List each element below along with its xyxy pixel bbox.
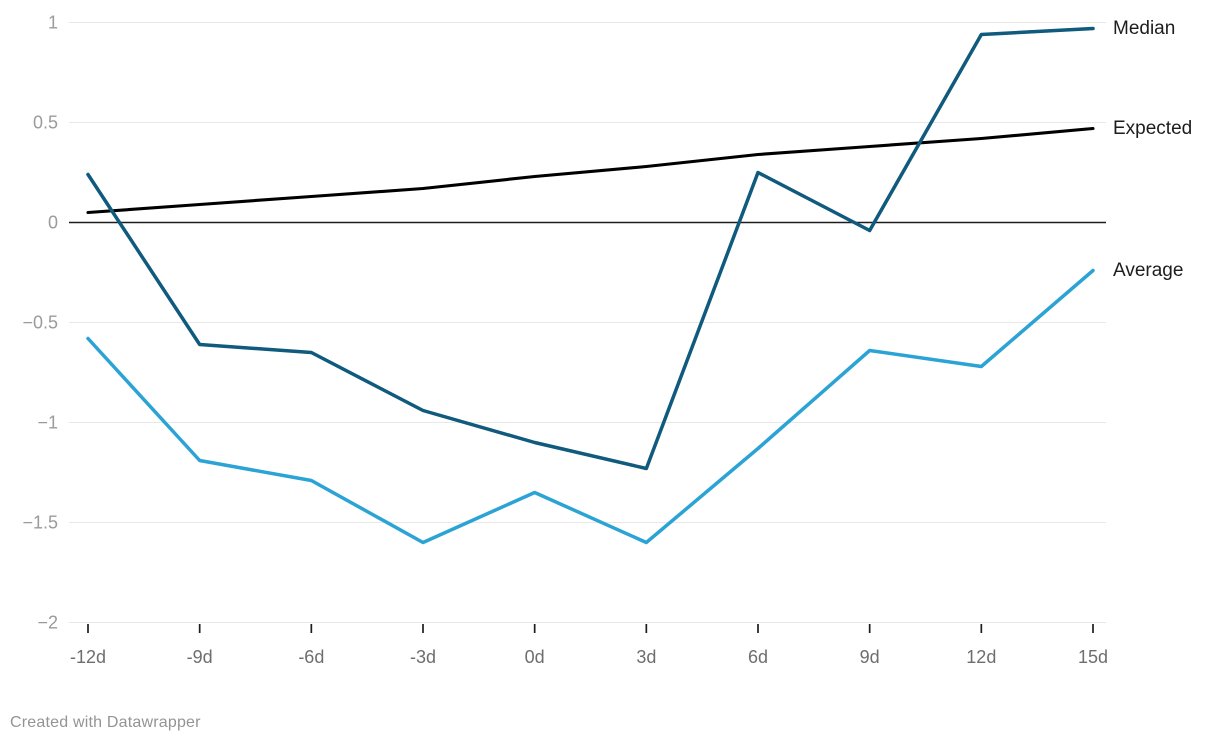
- x-tick-label: 3d: [636, 647, 656, 667]
- x-tick-label: 6d: [748, 647, 768, 667]
- x-tick-label: -3d: [410, 647, 436, 667]
- expected-line: [86, 126, 1095, 215]
- y-tick-label: −0.5: [22, 313, 58, 333]
- median-line: [86, 26, 1095, 471]
- series-label-expected: Expected: [1113, 118, 1192, 139]
- series-label-median: Median: [1113, 18, 1175, 39]
- x-tick-label: 12d: [966, 647, 996, 667]
- x-tick-label: 9d: [860, 647, 880, 667]
- x-tick-label: 15d: [1078, 647, 1108, 667]
- x-tick-label: -9d: [187, 647, 213, 667]
- y-tick-label: 0.5: [33, 113, 58, 133]
- y-tick-label: 0: [48, 213, 58, 233]
- x-tick-label: 0d: [525, 647, 545, 667]
- y-tick-label: −1.5: [22, 513, 58, 533]
- x-tick-label: -12d: [70, 647, 106, 667]
- y-tick-label: −2: [37, 613, 58, 633]
- series-label-average: Average: [1113, 260, 1183, 281]
- y-tick-label: 1: [48, 13, 58, 33]
- y-tick-label: −1: [37, 413, 58, 433]
- datawrapper-credit: Created with Datawrapper: [10, 714, 201, 731]
- x-tick-label: -6d: [298, 647, 324, 667]
- average-line: [86, 268, 1095, 545]
